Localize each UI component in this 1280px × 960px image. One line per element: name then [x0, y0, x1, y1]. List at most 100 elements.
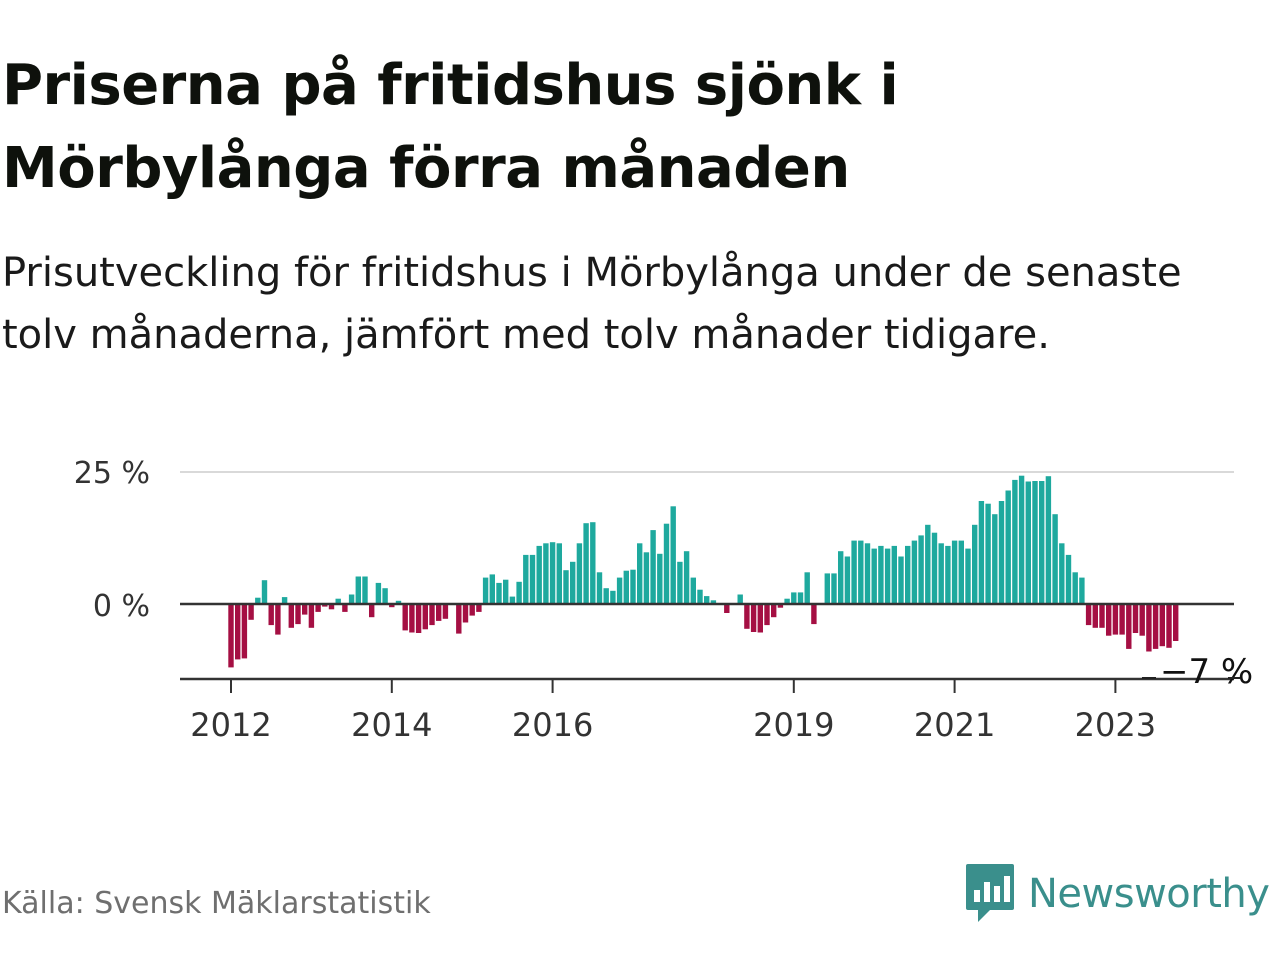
bar [369, 604, 375, 618]
bar [831, 573, 837, 604]
bar [482, 577, 489, 604]
bar [1139, 604, 1145, 636]
bar [724, 604, 730, 613]
bar [1005, 490, 1011, 604]
bar [1065, 554, 1072, 604]
bar [1152, 604, 1159, 649]
bar [576, 543, 583, 604]
newsworthy-logo-icon [966, 864, 1014, 922]
bar [348, 594, 355, 604]
bar [771, 604, 777, 618]
bar [804, 572, 810, 604]
bar [335, 598, 341, 604]
bar [415, 604, 422, 633]
bar [583, 523, 589, 604]
bar [985, 503, 991, 604]
bar [1085, 604, 1092, 626]
bar [958, 540, 964, 604]
bar [255, 597, 261, 604]
bar [643, 552, 650, 604]
bar [308, 604, 315, 628]
bar [931, 532, 938, 604]
bar [663, 523, 670, 604]
bar [295, 604, 301, 625]
brand-name: Newsworthy [1028, 871, 1270, 917]
bar [268, 604, 274, 626]
bar [697, 589, 703, 604]
bar [342, 604, 348, 612]
bar [998, 501, 1005, 604]
bar [965, 548, 971, 604]
brand-logo[interactable]: Newsworthy [964, 862, 1270, 926]
bar [509, 596, 516, 604]
bar [402, 604, 408, 631]
bar [610, 590, 616, 604]
bar [945, 545, 951, 604]
bar [529, 554, 536, 604]
bar [302, 604, 308, 615]
bar [750, 604, 757, 632]
bar [543, 543, 549, 604]
bar [851, 540, 857, 604]
bar [878, 545, 884, 604]
bar [1039, 481, 1045, 604]
bar [978, 501, 985, 604]
bar [677, 561, 683, 604]
bar [556, 543, 562, 604]
bar [844, 556, 851, 604]
bar [764, 604, 770, 626]
bar [811, 604, 817, 625]
bar [670, 506, 676, 604]
bar [355, 576, 361, 604]
last-value-label: −7 % [1160, 652, 1253, 692]
bar [603, 588, 609, 604]
y-tick-label-zero: 0 % [93, 589, 150, 624]
bar [389, 604, 395, 608]
x-tick-label: 2021 [914, 706, 995, 744]
bar [1126, 604, 1132, 649]
bar [777, 604, 784, 608]
bar [462, 604, 469, 623]
bar-chart: 25 % 0 % 2012 2014 2016 2019 2021 2023 −7 % [74, 456, 1253, 744]
bar [315, 604, 321, 612]
bar [1132, 604, 1139, 633]
bar [657, 553, 663, 604]
bar [938, 543, 944, 604]
bar [489, 574, 495, 604]
bar [1025, 481, 1031, 604]
bar [563, 570, 569, 604]
x-tick-label: 2016 [512, 706, 593, 744]
bar [1173, 604, 1179, 641]
bar [523, 554, 529, 604]
bar [570, 561, 576, 604]
bar [1079, 577, 1085, 604]
bar [891, 545, 897, 604]
bar [630, 569, 636, 604]
bar [328, 604, 335, 610]
bar [951, 540, 958, 604]
bar [623, 570, 629, 604]
bar [322, 604, 328, 607]
bar [1052, 514, 1058, 604]
bar [710, 600, 717, 604]
bar [1059, 543, 1065, 604]
bar [596, 572, 603, 604]
bar-series [228, 475, 1179, 668]
bar [248, 604, 254, 620]
bar [864, 543, 871, 604]
bar [549, 542, 556, 604]
bar [683, 551, 690, 604]
bar [797, 592, 804, 604]
bar [838, 551, 844, 604]
x-tick-label: 2019 [753, 706, 834, 744]
bar [1032, 481, 1038, 604]
bar [1119, 604, 1125, 635]
x-tick-label: 2012 [190, 706, 271, 744]
bar [1072, 572, 1078, 604]
bar [791, 592, 797, 604]
bar [1146, 604, 1152, 652]
bar [442, 604, 449, 619]
bar [375, 582, 382, 604]
bar [288, 604, 294, 628]
bar [228, 604, 234, 668]
